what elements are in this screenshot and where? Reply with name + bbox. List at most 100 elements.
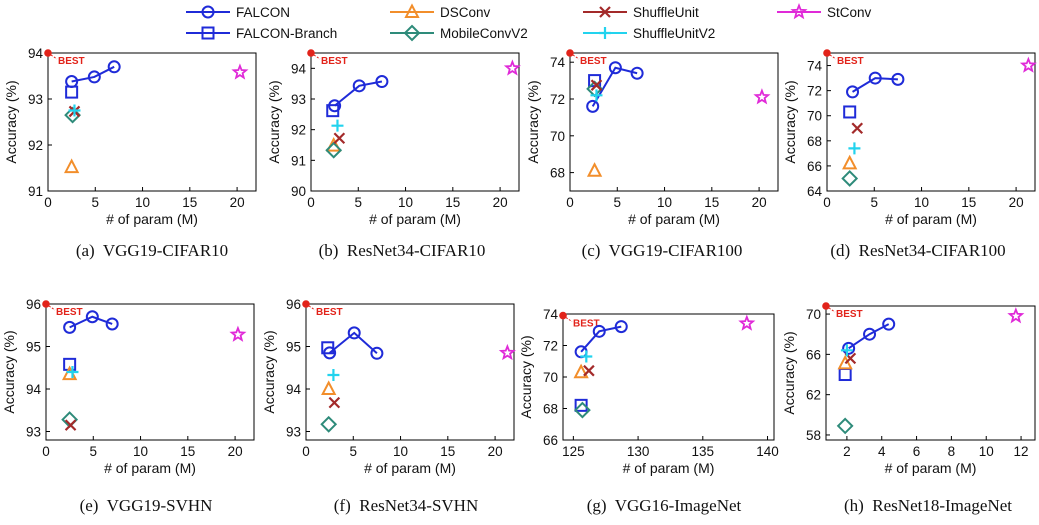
stconv-point bbox=[1019, 56, 1037, 73]
shuffleunit-point bbox=[583, 364, 595, 377]
falcon-branch-point bbox=[65, 85, 79, 99]
shuffleunitv2-legend-marker bbox=[599, 27, 611, 39]
y-tick-label: 92 bbox=[28, 138, 43, 153]
falcon-point bbox=[630, 66, 644, 80]
falcon-point bbox=[868, 71, 882, 85]
series-dsconv bbox=[63, 158, 80, 174]
series-dsconv bbox=[321, 380, 337, 395]
y-tick-label: 74 bbox=[807, 59, 823, 74]
best-pointer bbox=[308, 305, 316, 311]
x-tick-label: 5 bbox=[871, 195, 879, 210]
x-tick-label: 130 bbox=[627, 444, 650, 459]
series-falcon-branch bbox=[838, 368, 852, 382]
falcon-point bbox=[375, 75, 389, 89]
shuffleunitv2-point bbox=[66, 366, 79, 378]
shuffleunitv2-point bbox=[590, 89, 603, 102]
panel-caption: (d) ResNet34-CIFAR100 bbox=[830, 241, 1005, 260]
x-tick-label: 8 bbox=[948, 444, 956, 459]
x-tick-label: 15 bbox=[704, 195, 719, 210]
x-tick-label: 15 bbox=[180, 444, 195, 459]
chart-panel: 2 4 6 8 10 12 58 62 66 70 # of param (M) Accuracy (… bbox=[781, 302, 1036, 515]
x-tick-label: 0 bbox=[566, 195, 574, 210]
stconv-point bbox=[229, 325, 247, 342]
legend-item-stconv: StConv bbox=[777, 3, 872, 20]
stconv-point bbox=[738, 314, 756, 331]
y-tick-label: 68 bbox=[807, 134, 822, 149]
x-tick-label: 5 bbox=[355, 195, 363, 210]
shuffleunit-point bbox=[590, 79, 603, 91]
x-tick-label: 0 bbox=[823, 195, 831, 210]
x-tick-label: 10 bbox=[979, 444, 994, 459]
falcon-legend-marker bbox=[201, 5, 215, 19]
y-tick-label: 93 bbox=[291, 92, 306, 107]
x-tick-label: 12 bbox=[1014, 444, 1029, 459]
x-axis-label: # of param (M) bbox=[106, 211, 198, 227]
best-pointer bbox=[50, 54, 58, 60]
best-point bbox=[559, 311, 567, 320]
series-mobileconvv2 bbox=[841, 170, 859, 187]
dsconv-point bbox=[573, 363, 589, 379]
stconv-point bbox=[231, 63, 249, 80]
panel-caption: (a) VGG19-CIFAR10 bbox=[76, 241, 228, 260]
y-tick-label: 74 bbox=[550, 55, 566, 70]
series-falcon bbox=[323, 326, 384, 360]
plot-frame bbox=[825, 305, 1036, 441]
y-axis-label: Accuracy (%) bbox=[266, 80, 282, 163]
shuffleunitv2-point bbox=[840, 344, 853, 357]
x-tick-label: 10 bbox=[914, 195, 929, 210]
falcon-point bbox=[63, 320, 77, 334]
x-tick-label: 20 bbox=[752, 195, 767, 210]
falcon-point bbox=[586, 99, 600, 113]
y-tick-label: 94 bbox=[286, 382, 302, 397]
dsconv-point bbox=[63, 158, 80, 174]
x-tick-label: 125 bbox=[562, 444, 585, 459]
stconv-legend-marker bbox=[790, 3, 808, 20]
stconv-point bbox=[753, 88, 771, 105]
series-dsconv bbox=[842, 154, 858, 170]
x-tick-label: 5 bbox=[92, 195, 100, 210]
series-falcon bbox=[846, 71, 905, 99]
falcon-point bbox=[614, 320, 628, 334]
x-axis-label: # of param (M) bbox=[623, 460, 715, 476]
legend-label: FALCON bbox=[236, 5, 290, 20]
series-falcon-branch bbox=[326, 104, 340, 118]
best-label: BEST bbox=[836, 309, 863, 320]
x-tick-label: 20 bbox=[230, 195, 245, 210]
series-falcon-branch bbox=[65, 85, 79, 99]
falcon-point bbox=[608, 61, 622, 75]
best-label: BEST bbox=[316, 307, 343, 318]
x-tick-label: 10 bbox=[133, 444, 148, 459]
falcon-point bbox=[107, 60, 121, 74]
falcon-point bbox=[842, 341, 856, 355]
y-tick-label: 95 bbox=[286, 340, 301, 355]
series-falcon bbox=[65, 60, 121, 89]
x-tick-label: 6 bbox=[913, 444, 921, 459]
stconv-point bbox=[1007, 307, 1025, 324]
panel-caption: (b) ResNet34-CIFAR10 bbox=[319, 241, 486, 260]
falcon-point bbox=[891, 72, 905, 86]
panel-caption: (e) VGG19-SVHN bbox=[80, 496, 213, 515]
legend-label: DSConv bbox=[440, 5, 491, 20]
best-point bbox=[823, 49, 831, 57]
x-tick-label: 10 bbox=[393, 444, 408, 459]
x-axis-label: # of param (M) bbox=[628, 211, 720, 227]
legend-item-shuffleunitv2: ShuffleUnitV2 bbox=[583, 26, 715, 41]
best-point bbox=[566, 49, 574, 57]
best-point bbox=[307, 49, 315, 57]
falcon-point bbox=[347, 326, 361, 340]
falcon-point bbox=[863, 327, 877, 341]
x-tick-label: 15 bbox=[182, 195, 197, 210]
mobileconvv2-point bbox=[836, 417, 854, 435]
series-shuffleunitv2 bbox=[327, 368, 340, 381]
series-shuffleunitv2 bbox=[66, 366, 79, 378]
series-line bbox=[591, 66, 638, 107]
y-tick-label: 94 bbox=[26, 382, 42, 397]
shuffleunitv2-point bbox=[68, 104, 81, 117]
best-pointer bbox=[313, 54, 321, 60]
legend-label: FALCON-Branch bbox=[236, 26, 337, 41]
y-tick-label: 91 bbox=[291, 153, 306, 168]
legend: FALCON FALCON-Branch DSConv MobileConvV2 Shu… bbox=[186, 3, 872, 42]
y-tick-label: 70 bbox=[807, 109, 822, 124]
falcon-point bbox=[87, 70, 101, 84]
